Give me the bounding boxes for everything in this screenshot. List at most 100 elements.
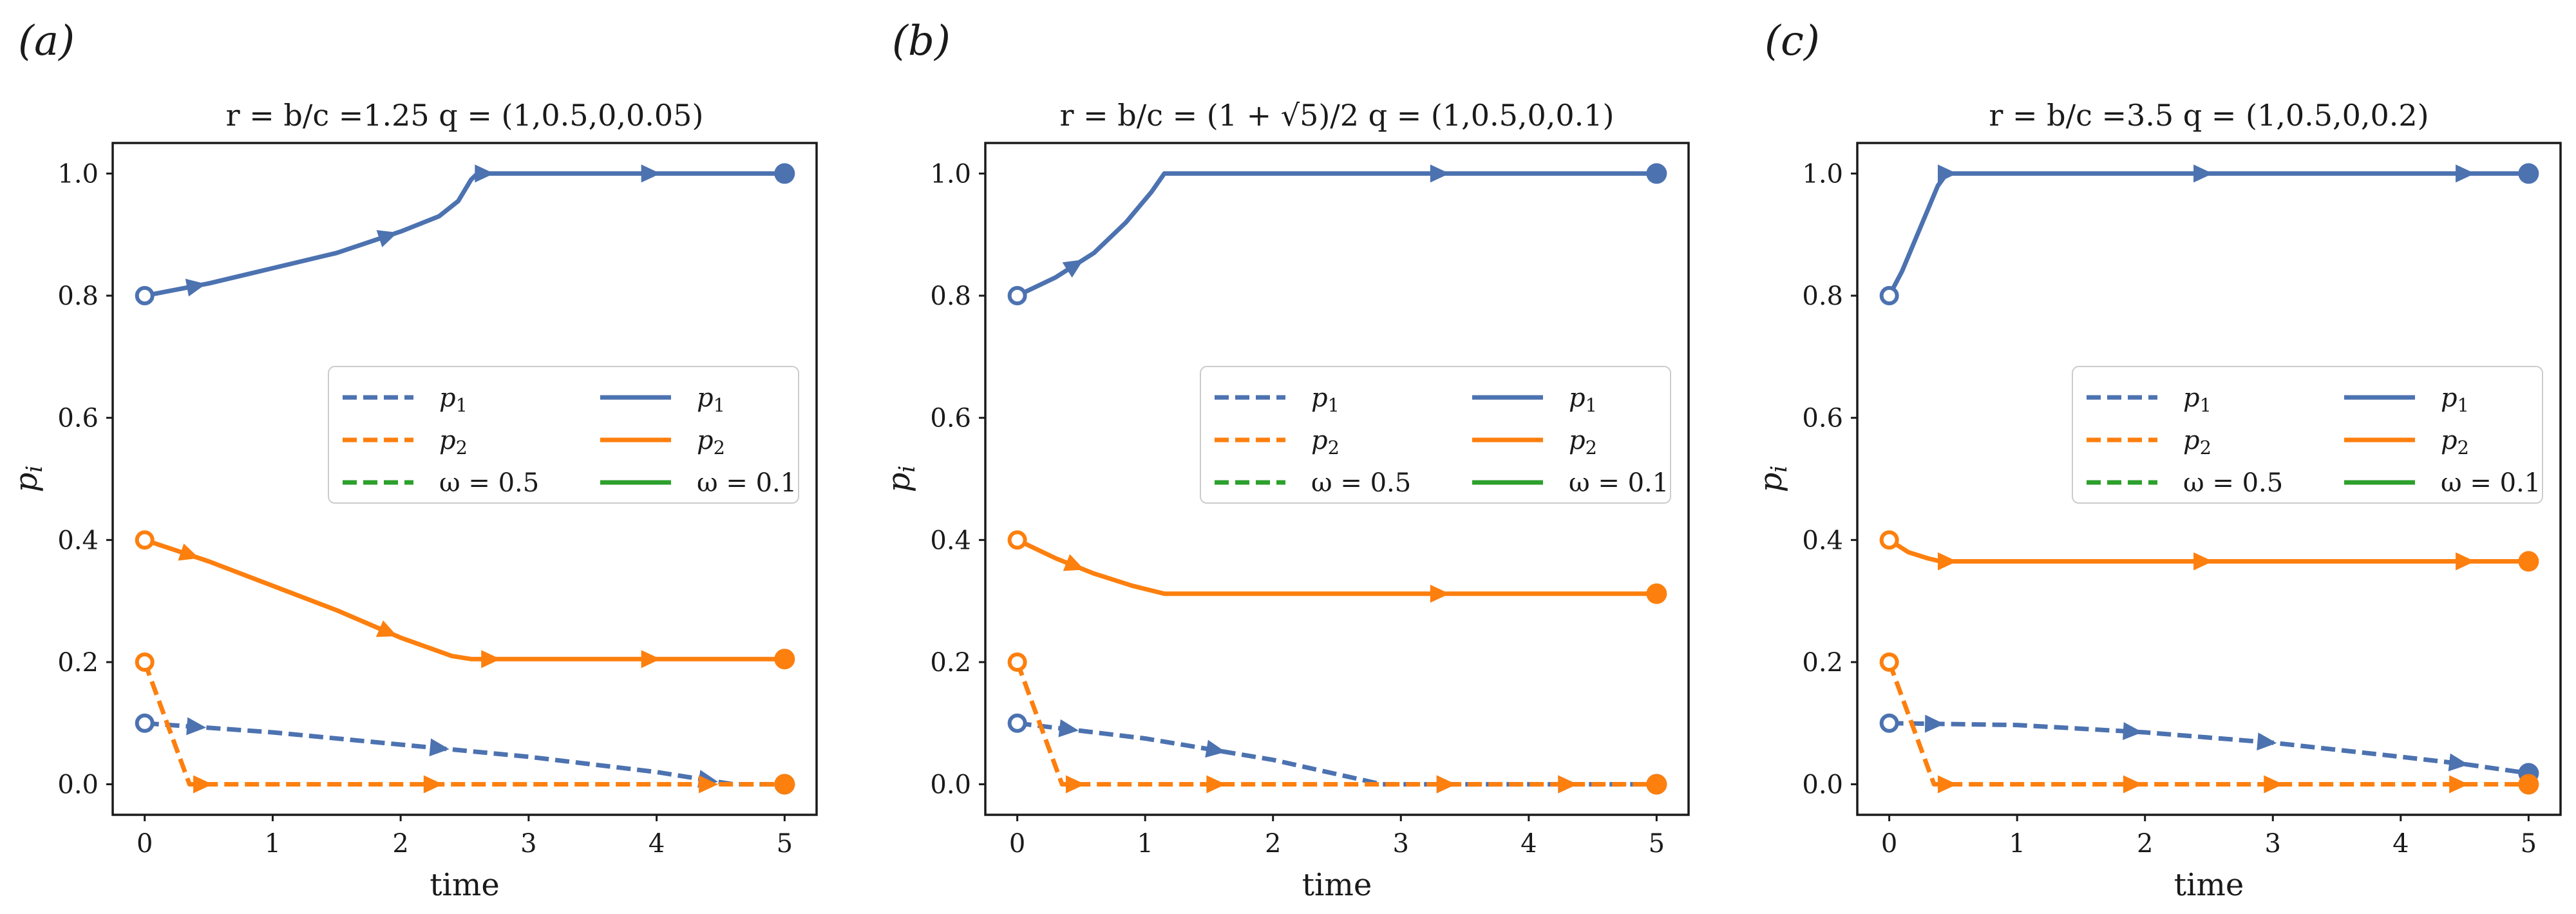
y-tick-label: 0.0 [57,770,99,800]
legend: p1 p1 p2 p2 ω = 0.5 ω = 0.1 [328,366,799,504]
x-tick-label: 0 [1881,829,1897,859]
direction-arrow-marker [2123,722,2143,741]
legend-box [2072,366,2543,504]
series-line [1016,171,1657,298]
direction-arrow-marker [1063,554,1084,571]
start-point-marker [1007,652,1027,672]
start-point-marker [1007,713,1027,733]
start-point-marker [135,530,155,550]
x-tick-label: 5 [2521,829,2537,859]
start-point-marker [1879,530,1899,550]
end-point-marker [2518,774,2539,795]
y-axis-label: pi [8,466,48,493]
panel-label: (a) [18,17,75,65]
y-tick-label: 0.8 [57,281,99,311]
start-point-marker [135,286,155,306]
direction-arrow-marker [193,775,213,794]
x-tick-label: 4 [2392,829,2409,859]
start-point-marker [1879,286,1899,306]
y-tick-label: 0.8 [1802,281,1843,311]
legend-label: p2 [697,426,725,459]
direction-arrow-marker [186,717,207,736]
series-solid-orange [1007,530,1667,604]
y-tick-label: 0.2 [57,648,99,678]
direction-arrow-marker [1206,775,1226,794]
start-point-marker [135,713,155,733]
y-tick-label: 0.4 [57,526,99,555]
direction-arrow-marker [1937,164,1957,183]
direction-arrow-marker [1430,164,1450,183]
direction-arrow-marker [1205,739,1226,758]
start-point-marker [135,652,155,672]
direction-arrow-marker [2449,775,2469,794]
y-tick-label: 0.0 [1802,770,1843,800]
x-tick-label: 3 [520,829,536,859]
direction-arrow-marker [1924,714,1945,733]
plot-frame [1856,142,2562,816]
chart-title: r = b/c =1.25 q = (1,0.5,0,0.05) [226,98,704,133]
y-tick-label: 1.0 [57,159,99,189]
direction-arrow-marker [375,620,397,637]
legend-label: p1 [2183,383,2211,416]
legend: p1 p1 p2 p2 ω = 0.5 ω = 0.1 [1200,366,1671,504]
x-tick-label: 2 [2137,829,2153,859]
plot-frame [984,142,1690,816]
x-tick-label: 3 [2265,829,2281,859]
start-point-marker [1879,713,1899,733]
direction-arrow-marker [2448,753,2469,772]
legend-label: p2 [2183,426,2211,459]
direction-arrow-marker [475,164,495,183]
direction-arrow-marker [1058,719,1079,738]
direction-arrow-marker [1065,775,1085,794]
panel-label: (b) [892,17,951,65]
end-point-marker [774,163,795,184]
direction-arrow-marker [1430,584,1450,603]
series-line [144,171,785,298]
direction-arrow-marker [429,738,450,757]
start-point-marker [1007,530,1027,550]
direction-arrow-marker [178,543,200,561]
direction-arrow-marker [2193,164,2213,183]
legend-label: p1 [439,383,468,416]
direction-arrow-marker [1062,260,1084,278]
chart-panel-b: (b) r = b/c = (1 + √5)/2 q = (1,0.5,0,0.1… [881,17,1690,903]
direction-arrow-marker [2123,775,2143,794]
y-tick-label: 1.0 [930,159,971,189]
direction-arrow-marker [699,775,719,794]
x-tick-label: 1 [1137,829,1153,859]
legend-label: ω = 0.1 [2441,468,2541,498]
end-point-marker [774,774,795,795]
x-tick-label: 4 [649,829,665,859]
x-axis-label: time [430,867,500,903]
x-tick-label: 4 [1520,829,1537,859]
end-point-marker [2518,163,2539,184]
direction-arrow-marker [2456,164,2476,183]
y-axis-label: pi [881,466,920,493]
series-line [1889,721,2529,776]
series-dashed-orange [1879,652,2539,795]
x-tick-label: 2 [392,829,408,859]
y-tick-label: 0.2 [930,648,971,678]
chart-title: r = b/c = (1 + √5)/2 q = (1,0.5,0,0.1) [1059,98,1614,133]
y-tick-label: 0.6 [1802,404,1843,433]
direction-arrow-marker [2193,552,2213,571]
panel-label: (c) [1765,17,1820,65]
y-tick-label: 0.6 [57,404,99,433]
x-tick-label: 1 [265,829,281,859]
series-line [1888,538,2529,564]
legend-label: ω = 0.5 [1311,468,1411,498]
x-tick-label: 3 [1393,829,1409,859]
legend-label: ω = 0.5 [2183,468,2283,498]
series-line [144,721,785,787]
plot-frame [111,142,818,816]
series-dashed-blue [1879,713,2539,784]
end-point-marker [774,649,795,670]
legend-label: p1 [697,383,725,416]
series-line [1015,661,1657,787]
x-tick-label: 5 [1649,829,1665,859]
series-line [1887,661,2529,787]
direction-arrow-marker [1937,552,1957,571]
chart-panel-a: (a) r = b/c =1.25 q = (1,0.5,0,0.05) 0 1 2 3 4… [8,17,818,903]
direction-arrow-marker [423,775,443,794]
